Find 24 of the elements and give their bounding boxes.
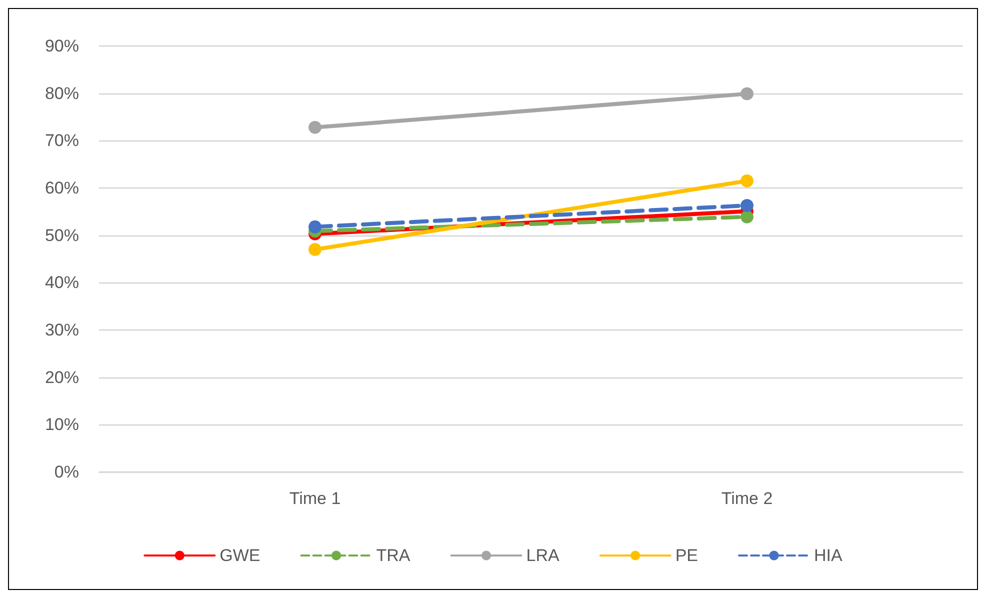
legend-label: GWE	[220, 546, 260, 565]
y-tick-label: 30%	[44, 320, 79, 340]
x-tick-label: Time 1	[289, 489, 341, 508]
point	[308, 120, 322, 134]
legend-label: PE	[675, 546, 698, 565]
point	[740, 87, 754, 100]
y-tick-label: 20%	[44, 368, 79, 387]
point	[740, 210, 754, 224]
y-tick-label: 10%	[44, 415, 79, 434]
y-tick-label: 0%	[54, 462, 79, 482]
y-tick-label: 80%	[44, 84, 79, 103]
legend-label: HIA	[814, 546, 844, 565]
y-tick-label: 70%	[44, 131, 79, 150]
legend-label: TRA	[376, 546, 411, 565]
point	[308, 243, 322, 256]
y-tick-label: 40%	[44, 273, 79, 292]
y-tick-label: 50%	[44, 226, 79, 245]
y-tick-label: 90%	[44, 36, 79, 56]
y-tick-label: 60%	[44, 178, 79, 198]
x-tick-label: Time 2	[721, 489, 773, 508]
point	[740, 199, 754, 212]
point	[740, 174, 754, 188]
point	[308, 220, 322, 234]
legend-label: LRA	[526, 546, 560, 565]
